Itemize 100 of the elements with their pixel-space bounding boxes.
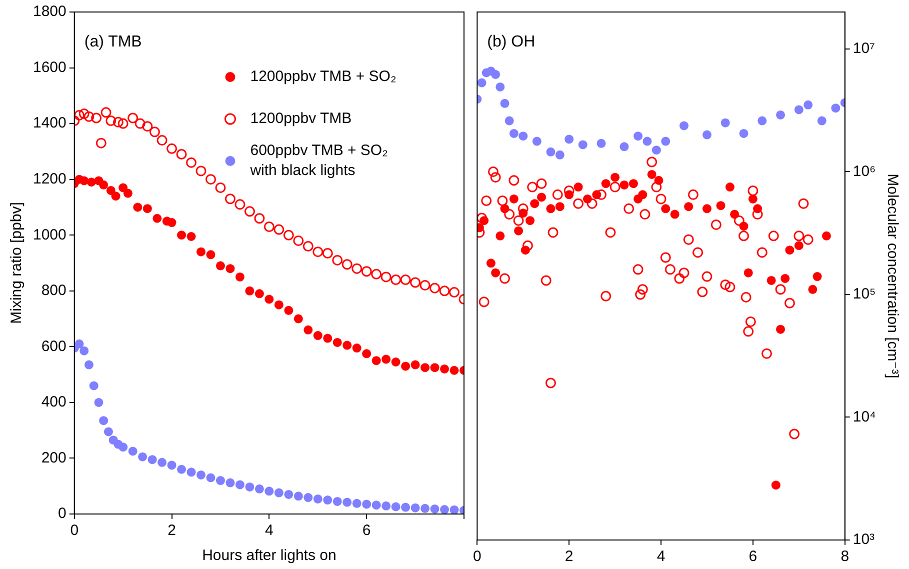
point xyxy=(486,258,496,268)
point xyxy=(224,194,236,204)
point xyxy=(186,232,196,242)
point xyxy=(74,110,84,120)
point xyxy=(361,266,372,277)
point xyxy=(152,214,162,223)
point xyxy=(244,206,255,217)
point xyxy=(332,496,342,506)
point xyxy=(332,338,342,347)
legend-label: 1200ppbv TMB xyxy=(250,110,352,128)
y-tick-label: 1000 xyxy=(32,226,66,244)
point xyxy=(564,134,574,144)
point xyxy=(537,192,546,202)
point xyxy=(352,263,362,274)
point xyxy=(148,455,157,464)
point xyxy=(400,274,411,285)
point xyxy=(661,136,670,146)
point xyxy=(420,363,430,372)
point xyxy=(177,230,186,240)
point xyxy=(496,82,505,92)
point xyxy=(748,194,758,204)
point xyxy=(477,78,486,88)
point xyxy=(518,132,528,141)
y2-axis-title: Molecular concentration [cm⁻³] xyxy=(884,174,901,378)
point xyxy=(372,500,381,510)
y-tick-label: 200 xyxy=(41,449,66,466)
point xyxy=(716,201,726,210)
x-tick-label: 8 xyxy=(840,548,850,566)
point xyxy=(142,204,152,214)
point xyxy=(216,476,225,486)
point xyxy=(582,194,592,204)
point xyxy=(284,306,294,315)
point xyxy=(654,176,664,185)
point xyxy=(372,356,381,366)
point xyxy=(323,334,332,343)
point xyxy=(118,118,128,129)
point xyxy=(84,360,94,370)
point xyxy=(500,204,510,214)
point xyxy=(661,204,670,214)
y2-tick-label: 10⁵ xyxy=(852,286,876,303)
point xyxy=(812,272,822,282)
x-tick-label: 4 xyxy=(265,522,274,540)
point xyxy=(99,416,108,426)
point xyxy=(794,105,804,114)
point xyxy=(235,272,244,282)
point xyxy=(304,493,313,502)
point xyxy=(234,199,246,210)
point xyxy=(362,349,372,358)
point xyxy=(831,104,840,113)
point xyxy=(177,464,186,474)
point xyxy=(274,488,284,498)
point xyxy=(91,112,102,124)
y-tick-label: 800 xyxy=(41,282,66,300)
x-axis-title: Hours after lights on xyxy=(202,547,336,564)
point xyxy=(730,210,740,219)
point xyxy=(670,210,680,219)
x-tick-label: 4 xyxy=(656,548,666,566)
point xyxy=(439,286,450,296)
point xyxy=(620,142,629,152)
point xyxy=(771,480,780,490)
point xyxy=(149,126,160,138)
point xyxy=(167,218,176,228)
point xyxy=(215,182,226,193)
point xyxy=(254,484,264,494)
point xyxy=(500,98,510,108)
point xyxy=(555,150,564,160)
y-axis-title: Mixing ratio [ppbv] xyxy=(8,202,26,324)
point xyxy=(274,224,284,235)
point xyxy=(642,136,652,146)
point xyxy=(283,230,294,240)
point xyxy=(264,486,274,496)
point xyxy=(133,202,142,212)
y-tick-label: 1800 xyxy=(32,3,66,20)
point xyxy=(420,280,430,291)
point xyxy=(84,111,94,122)
point xyxy=(312,246,324,258)
point xyxy=(804,100,813,110)
point xyxy=(128,446,138,456)
y-tick-label: 1600 xyxy=(32,58,66,76)
point xyxy=(264,294,274,304)
point xyxy=(390,274,402,285)
point xyxy=(245,482,254,492)
point xyxy=(104,427,113,436)
y-tick-label: 1200 xyxy=(32,170,66,188)
point xyxy=(744,268,753,278)
point xyxy=(304,325,313,334)
point xyxy=(382,354,391,364)
point xyxy=(264,221,274,232)
point xyxy=(410,277,421,288)
point xyxy=(532,136,542,146)
point xyxy=(86,178,96,187)
point xyxy=(294,492,303,501)
y2-tick-label: 10⁷ xyxy=(852,40,875,58)
point xyxy=(601,179,610,188)
point xyxy=(647,170,656,179)
point xyxy=(753,204,762,214)
y-tick-label: 600 xyxy=(41,338,66,355)
point xyxy=(546,147,556,156)
point xyxy=(99,180,108,190)
point xyxy=(530,199,540,208)
